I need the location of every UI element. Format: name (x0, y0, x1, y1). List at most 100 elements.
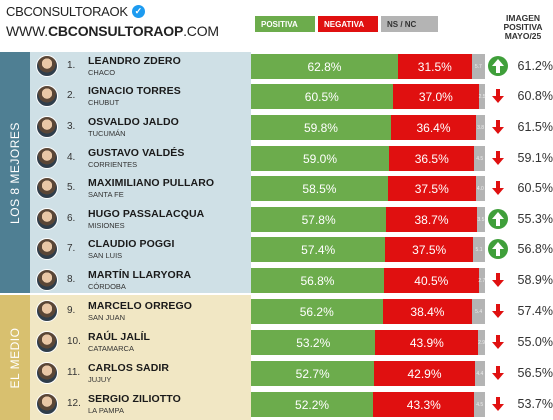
arrow-down-icon (488, 270, 508, 290)
rank-number: 9. (67, 305, 76, 316)
province-name: CÓRDOBA (88, 282, 126, 291)
group-top-label: LOS 8 MEJORES (8, 121, 22, 224)
group-middle-sidebar (0, 295, 30, 420)
arrow-up-icon (488, 239, 508, 259)
province-name: CHUBUT (88, 98, 120, 107)
approval-bar: 57.8% 38.7% 3.5 (251, 207, 485, 232)
rank-number: 10. (67, 336, 81, 347)
approval-bar: 57.4% 37.5% 5.1 (251, 237, 485, 262)
ns-nc-segment: 4.5 (474, 392, 485, 417)
province-name: MISIONES (88, 221, 125, 230)
positive-segment: 59.0% (251, 146, 390, 171)
avatar (36, 300, 58, 322)
province-name: CATAMARCA (88, 344, 134, 353)
governor-name: MARCELO ORREGO (88, 300, 193, 312)
table-row: 2. IGNACIO TORRES CHUBUT 60.5% 37.0% 2.5 60.8% (30, 82, 553, 111)
group-top-background (30, 52, 251, 293)
positive-segment: 56.2% (251, 299, 383, 324)
arrow-down-icon (488, 86, 508, 106)
rank-number: 11. (67, 367, 81, 378)
image-positive-value: 55.0% (517, 335, 553, 349)
positive-segment: 57.8% (251, 207, 387, 232)
ns-nc-segment: 3.5 (476, 207, 485, 232)
province-name: CORRIENTES (88, 160, 138, 169)
approval-bar: 56.8% 40.5% 2.7 (251, 268, 485, 293)
avatar (36, 331, 58, 353)
province-name: JUJUY (88, 375, 112, 384)
positive-segment: 59.8% (251, 115, 391, 140)
negative-segment: 43.3% (373, 392, 475, 417)
rank-number: 5. (67, 182, 76, 193)
positive-segment: 62.8% (251, 54, 398, 79)
province-name: SAN JUAN (88, 313, 126, 322)
avatar (36, 208, 58, 230)
rank-number: 2. (67, 90, 76, 101)
table-row: 4. GUSTAVO VALDÉS CORRIENTES 59.0% 36.5% 4.5 5… (30, 144, 553, 173)
legend-ns-nc: NS / NC (381, 16, 438, 32)
group-top-sidebar (0, 52, 30, 293)
governor-name: LEANDRO ZDERO (88, 55, 181, 67)
brand-handle-text: CBCONSULTORAOK (6, 4, 128, 19)
province-name: TUCUMÁN (88, 129, 126, 138)
governor-name: SERGIO ZILIOTTO (88, 393, 181, 405)
avatar (36, 55, 58, 77)
ns-nc-segment: 4.0 (475, 176, 485, 201)
table-row: 8. MARTÍN LLARYORA CÓRDOBA 56.8% 40.5% 2.7 58.… (30, 266, 553, 295)
table-row: 10. RAÚL JALÍL CATAMARCA 53.2% 43.9% 2.9 55.0% (30, 328, 553, 357)
avatar (36, 269, 58, 291)
group-middle-label: EL MEDIO (8, 327, 22, 388)
negative-segment: 37.0% (392, 84, 480, 109)
avatar (36, 177, 58, 199)
ns-nc-segment: 2.5 (479, 84, 486, 109)
legend-negative-label: NEGATIVA (318, 16, 378, 32)
governor-name: MARTÍN LLARYORA (88, 269, 192, 281)
image-positive-value: 58.9% (517, 273, 553, 287)
approval-bar: 59.0% 36.5% 4.5 (251, 146, 485, 171)
positive-segment: 53.2% (251, 330, 376, 355)
negative-segment: 38.4% (382, 299, 473, 324)
brand-url[interactable]: WWW.CBCONSULTORAOP.COM (6, 23, 219, 39)
approval-bar: 59.8% 36.4% 3.8 (251, 115, 485, 140)
avatar (36, 362, 58, 384)
brand-url-prefix: WWW. (6, 23, 48, 39)
table-row: 9. MARCELO ORREGO SAN JUAN 56.2% 38.4% 5.4 57.… (30, 297, 553, 326)
approval-bar: 58.5% 37.5% 4.0 (251, 176, 485, 201)
arrow-up-icon (488, 209, 508, 229)
rank-number: 1. (67, 60, 76, 71)
legend-negative: NEGATIVA (318, 16, 378, 32)
image-positive-value: 60.8% (517, 89, 553, 103)
image-positive-value: 60.5% (517, 181, 553, 195)
legend-positive-label: POSITIVA (255, 16, 315, 32)
negative-segment: 36.4% (390, 115, 477, 140)
governor-name: GUSTAVO VALDÉS (88, 147, 185, 159)
arrow-down-icon (488, 117, 508, 137)
legend-positive: POSITIVA (255, 16, 315, 32)
province-name: LA PAMPA (88, 406, 124, 415)
table-row: 3. OSVALDO JALDO TUCUMÁN 59.8% 36.4% 3.8 61.5% (30, 113, 553, 142)
approval-bar: 62.8% 31.5% 5.7 (251, 54, 485, 79)
avatar (36, 147, 58, 169)
governor-name: MAXIMILIANO PULLARO (88, 177, 215, 189)
arrow-down-icon (488, 178, 508, 198)
avatar (36, 85, 58, 107)
rank-number: 3. (67, 121, 76, 132)
arrow-down-icon (488, 363, 508, 383)
brand-url-suffix: .COM (183, 23, 219, 39)
governor-name: CARLOS SADIR (88, 362, 170, 374)
approval-bar: 52.7% 42.9% 4.4 (251, 361, 485, 386)
image-header-line-3: MAYO/25 (504, 31, 542, 41)
governor-name: HUGO PASSALACQUA (88, 208, 205, 220)
image-positive-value: 57.4% (517, 304, 553, 318)
positive-segment: 52.7% (251, 361, 375, 386)
avatar (36, 238, 58, 260)
approval-bar: 53.2% 43.9% 2.9 (251, 330, 485, 355)
ns-nc-segment: 5.7 (471, 54, 485, 79)
ns-nc-segment: 4.4 (474, 361, 485, 386)
negative-segment: 37.5% (385, 237, 474, 262)
governor-name: RAÚL JALÍL (88, 331, 151, 343)
ns-nc-segment: 3.8 (476, 115, 485, 140)
arrow-down-icon (488, 301, 508, 321)
arrow-up-icon (488, 56, 508, 76)
arrow-down-icon (488, 148, 508, 168)
negative-segment: 36.5% (389, 146, 475, 171)
